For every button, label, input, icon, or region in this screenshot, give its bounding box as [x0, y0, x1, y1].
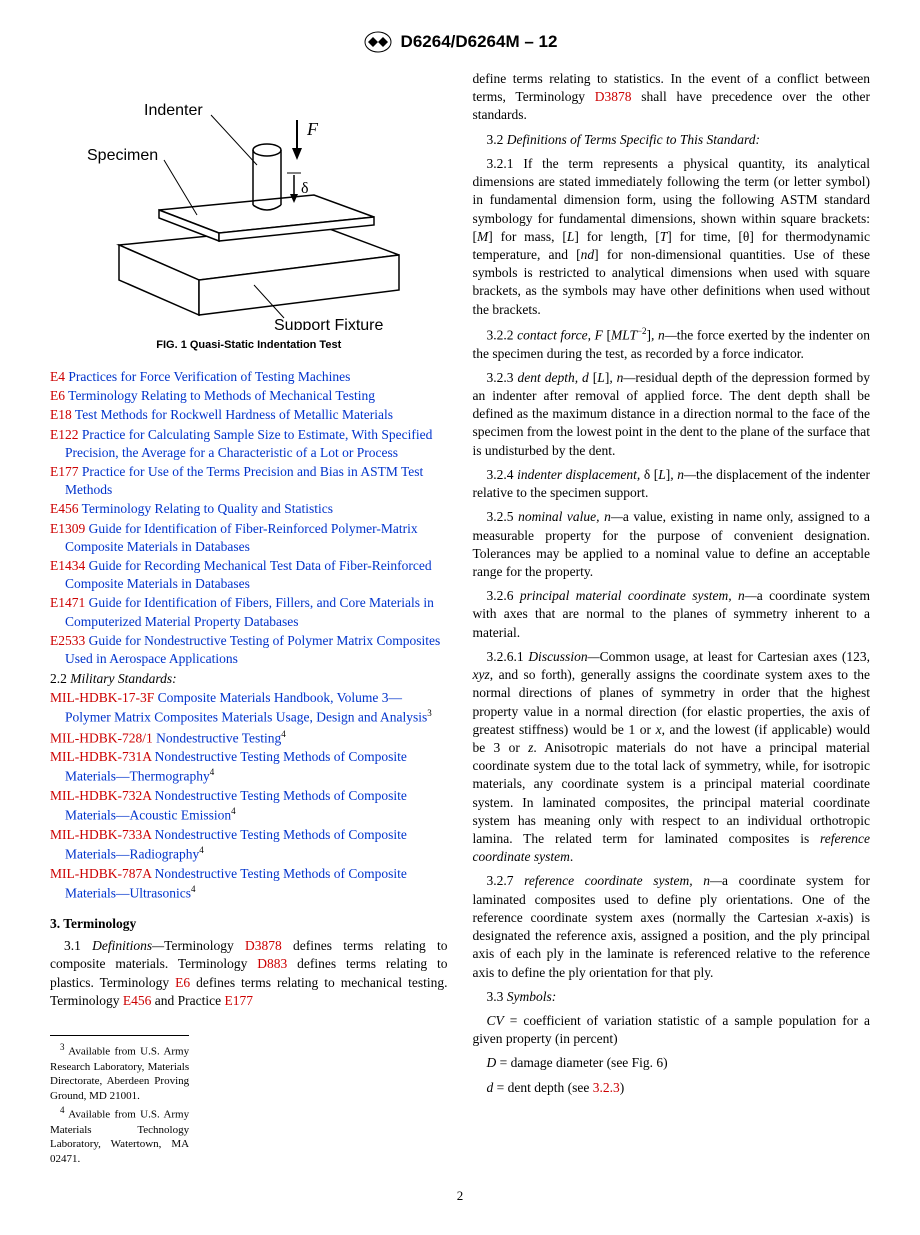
svg-text:Support Fixture: Support Fixture — [274, 317, 383, 330]
reference-item[interactable]: E1434 Guide for Recording Mechanical Tes… — [50, 557, 448, 593]
astm-reference-list: E4 Practices for Force Verification of T… — [50, 368, 448, 669]
link-d883[interactable]: D883 — [257, 956, 287, 971]
symbol-d-lower: d = dent depth (see 3.2.3) — [473, 1079, 871, 1097]
reference-item[interactable]: MIL-HDBK-787A Nondestructive Testing Met… — [50, 865, 448, 903]
reference-item[interactable]: MIL-HDBK-728/1 Nondestructive Testing4 — [50, 728, 448, 748]
reference-item[interactable]: E1471 Guide for Identification of Fibers… — [50, 594, 448, 630]
paragraph-3-1: 3.1 Definitions—Terminology D3878 define… — [50, 937, 448, 1010]
astm-logo-icon — [363, 30, 393, 55]
designation-text: D6264/D6264M – 12 — [401, 31, 558, 54]
paragraph-3-2-7: 3.2.7 reference coordinate system, n—a c… — [473, 872, 871, 981]
figure-1: F δ Indenter Specimen Support Fixture FI… — [50, 70, 448, 353]
paragraph-3-3: 3.3 Symbols: — [473, 988, 871, 1006]
reference-item[interactable]: E2533 Guide for Nondestructive Testing o… — [50, 632, 448, 668]
footnotes: 3 Available from U.S. Army Research Labo… — [50, 1035, 189, 1167]
reference-item[interactable]: E1309 Guide for Identification of Fiber-… — [50, 520, 448, 556]
reference-item[interactable]: E18 Test Methods for Rockwell Hardness o… — [50, 406, 448, 424]
paragraph-3-2-3: 3.2.3 dent depth, d [L], n—residual dept… — [473, 369, 871, 460]
svg-text:δ: δ — [301, 180, 309, 197]
reference-item[interactable]: E456 Terminology Relating to Quality and… — [50, 500, 448, 518]
section-3-heading: 3. Terminology — [50, 915, 448, 933]
reference-item[interactable]: E6 Terminology Relating to Methods of Me… — [50, 387, 448, 405]
link-e177[interactable]: E177 — [225, 993, 254, 1008]
reference-item[interactable]: E4 Practices for Force Verification of T… — [50, 368, 448, 386]
figure-caption: FIG. 1 Quasi-Static Indentation Test — [50, 338, 448, 353]
military-standards-heading: 2.2 Military Standards: — [50, 670, 448, 688]
reference-item[interactable]: E177 Practice for Use of the Terms Preci… — [50, 463, 448, 499]
paragraph-3-1-cont: define terms relating to statistics. In … — [473, 70, 871, 125]
link-d3878-b[interactable]: D3878 — [595, 89, 632, 104]
left-column: F δ Indenter Specimen Support Fixture FI… — [50, 70, 448, 1167]
paragraph-3-2-6-1: 3.2.6.1 Discussion—Common usage, at leas… — [473, 648, 871, 867]
reference-item[interactable]: E122 Practice for Calculating Sample Siz… — [50, 426, 448, 462]
svg-text:Indenter: Indenter — [144, 102, 203, 119]
link-3-2-3[interactable]: 3.2.3 — [593, 1080, 620, 1095]
symbol-cv: CV = coefficient of variation statistic … — [473, 1012, 871, 1048]
paragraph-3-2-2: 3.2.2 contact force, F [MLT−2], n—the fo… — [473, 325, 871, 363]
link-e6[interactable]: E6 — [175, 975, 190, 990]
link-e456[interactable]: E456 — [123, 993, 152, 1008]
reference-item[interactable]: MIL-HDBK-733A Nondestructive Testing Met… — [50, 826, 448, 864]
military-reference-list: MIL-HDBK-17-3F Composite Materials Handb… — [50, 689, 448, 903]
paragraph-3-2-1: 3.2.1 If the term represents a physical … — [473, 155, 871, 319]
paragraph-3-2-4: 3.2.4 indenter displacement, δ [L], n—th… — [473, 466, 871, 502]
right-column: define terms relating to statistics. In … — [473, 70, 871, 1167]
svg-text:Specimen: Specimen — [87, 147, 158, 164]
symbol-d-upper: D = damage diameter (see Fig. 6) — [473, 1054, 871, 1072]
svg-text:F: F — [306, 119, 319, 139]
reference-item[interactable]: MIL-HDBK-17-3F Composite Materials Handb… — [50, 689, 448, 727]
document-header: D6264/D6264M – 12 — [50, 30, 870, 55]
reference-item[interactable]: MIL-HDBK-732A Nondestructive Testing Met… — [50, 787, 448, 825]
paragraph-3-2: 3.2 Definitions of Terms Specific to Thi… — [473, 131, 871, 149]
paragraph-3-2-6: 3.2.6 principal material coordinate syst… — [473, 587, 871, 642]
link-d3878[interactable]: D3878 — [245, 938, 282, 953]
reference-item[interactable]: MIL-HDBK-731A Nondestructive Testing Met… — [50, 748, 448, 786]
paragraph-3-2-5: 3.2.5 nominal value, n—a value, existing… — [473, 508, 871, 581]
page-number: 2 — [50, 1187, 870, 1205]
